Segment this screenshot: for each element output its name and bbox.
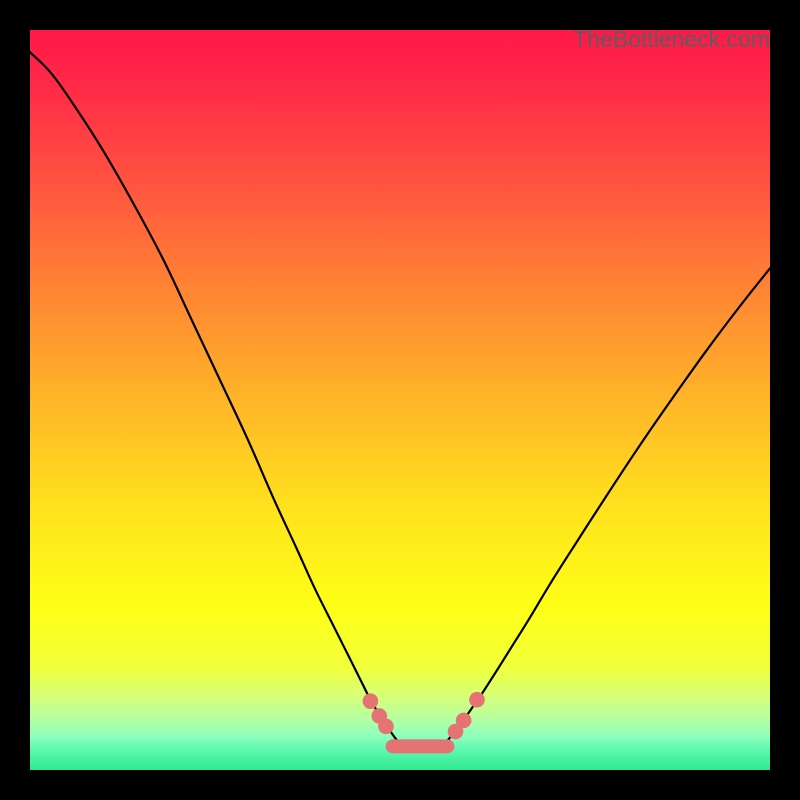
chart-border: [0, 0, 800, 800]
watermark-text: TheBottleneck.com: [573, 26, 770, 53]
chart-stage: TheBottleneck.com: [0, 0, 800, 800]
